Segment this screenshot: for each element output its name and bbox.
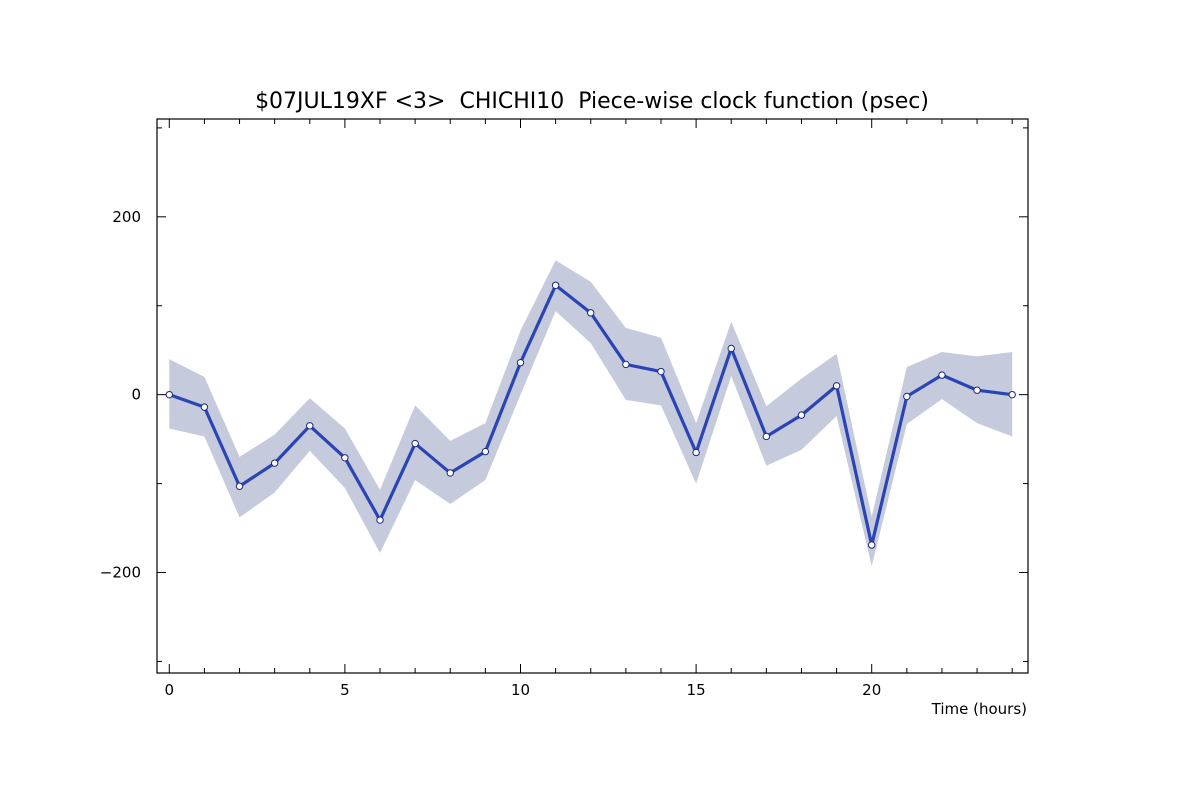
data-point [692,448,700,457]
data-point-layer [165,281,1016,549]
data-point [938,371,946,379]
data-point [516,358,525,367]
data-point [622,360,630,369]
x-tick-label: 10 [511,681,530,699]
data-point [341,454,349,462]
x-tick-label: 20 [862,681,881,699]
plot-frame [156,118,1029,674]
data-point [727,344,735,353]
data-point [657,367,665,376]
data-point [1008,390,1016,399]
confidence-band [169,260,1013,567]
y-tick-label: 200 [112,208,141,226]
data-point [235,482,244,490]
data-point [797,411,806,419]
confidence-band-layer [169,260,1013,567]
tick-layer [157,119,1028,673]
x-tick-label: 0 [165,681,175,699]
data-point [832,382,841,390]
data-point [903,392,911,401]
data-point [200,403,209,411]
y-tick-label: 0 [131,386,141,404]
tick-label-layer: 0 5 10 15 20 −200 0 200 [100,208,881,699]
x-tick-label: 15 [687,681,706,699]
data-point [587,309,595,317]
data-point [165,390,173,399]
x-axis-label: Time (hours) [931,700,1027,718]
data-point [551,281,560,289]
data-point [306,422,314,430]
data-point [868,541,876,549]
data-point [270,459,279,467]
data-point [446,469,454,477]
y-tick-label: −200 [100,564,141,582]
data-point [481,447,490,456]
data-point [411,439,419,448]
data-point [762,432,771,441]
chart-title: $07JUL19XF <3> CHICHI10 Piece-wise clock… [255,89,929,114]
data-point [376,516,384,524]
data-point [973,386,981,394]
x-tick-label: 5 [340,681,350,699]
